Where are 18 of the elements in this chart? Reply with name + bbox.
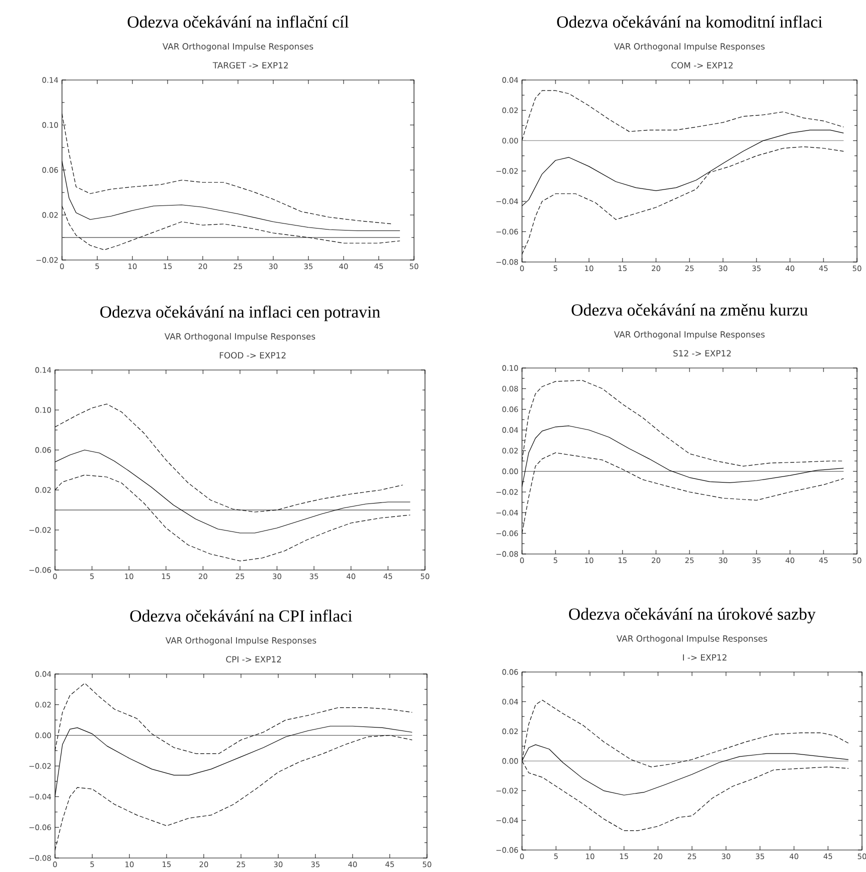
chart-subtitle: VAR Orthogonal Impulse Responses [162,43,314,52]
chart-subtitle: VAR Orthogonal Impulse Responses [616,635,768,644]
text: FOOD -> EXP12 [220,352,286,359]
chart-title: Odezva očekávání na komoditní inflaci [557,16,822,28]
chart-title: Odezva očekávání na inflaci cen potravin [100,306,380,322]
chart-subtitle: VAR Orthogonal Impulse Responses [614,43,765,52]
chart-title: Odezva očekávání na inflační cíl [128,16,349,28]
chart-title: Odezva očekávání na změnu kurzu [572,304,808,316]
chart-subtitle: VAR Orthogonal Impulse Responses [164,333,316,342]
chart-subtitle: VAR Orthogonal Impulse Responses [614,331,765,340]
chart-title: Odezva očekávání na CPI inflaci [130,610,352,622]
text: S12 -> EXP12 [673,350,731,357]
chart-title: Odezva očekávání na úrokové sazby [569,608,816,624]
text: TARGET -> EXP12 [212,62,288,69]
text: I -> EXP12 [683,654,726,661]
text: CPI -> EXP12 [226,656,281,663]
chart-subtitle: VAR Orthogonal Impulse Responses [166,637,316,646]
text: COM -> EXP12 [671,62,733,69]
